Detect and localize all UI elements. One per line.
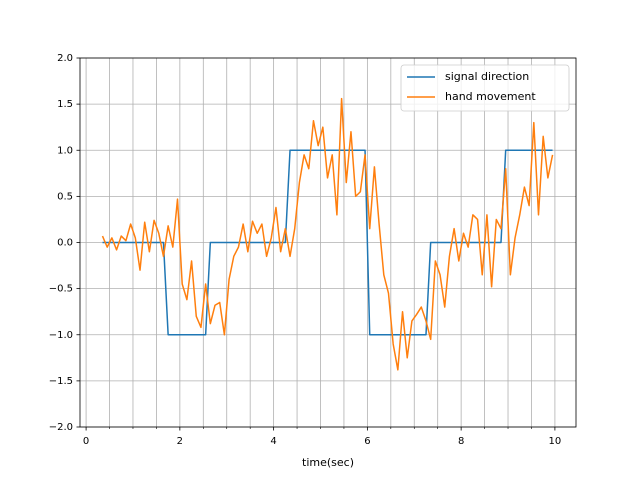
x-tick-label: 4	[270, 436, 276, 447]
legend: signal direction hand movement	[400, 64, 570, 112]
y-tick-label: −1.0	[49, 330, 73, 341]
legend-box	[400, 64, 570, 112]
y-tick-label: 1.5	[57, 99, 73, 110]
x-tick-label: 6	[364, 436, 370, 447]
legend-label: hand movement	[445, 90, 536, 103]
y-tick-label: 2.0	[57, 53, 73, 64]
y-tick-label: 0.0	[57, 238, 73, 249]
x-tick-label: 8	[458, 436, 464, 447]
y-tick-label: 0.5	[57, 191, 73, 202]
ticks: 0 2 4 6 8 10 −2.0 −1.5 −1.0 −0.5 0.0 0.5 1.0 1.5 2.0	[49, 53, 562, 447]
x-tick-label: 2	[177, 436, 183, 447]
y-tick-label: −1.5	[49, 376, 73, 387]
y-tick-label: 1.0	[57, 145, 73, 156]
x-axis-label: time(sec)	[302, 456, 354, 469]
y-tick-label: −0.5	[49, 284, 73, 295]
legend-label: signal direction	[445, 70, 529, 83]
data-line	[101, 97, 554, 371]
x-tick-label: 0	[83, 436, 89, 447]
data-line	[102, 149, 553, 336]
plot-lines	[101, 97, 554, 371]
x-tick-label: 10	[549, 436, 562, 447]
y-tick-label: −2.0	[49, 422, 73, 433]
